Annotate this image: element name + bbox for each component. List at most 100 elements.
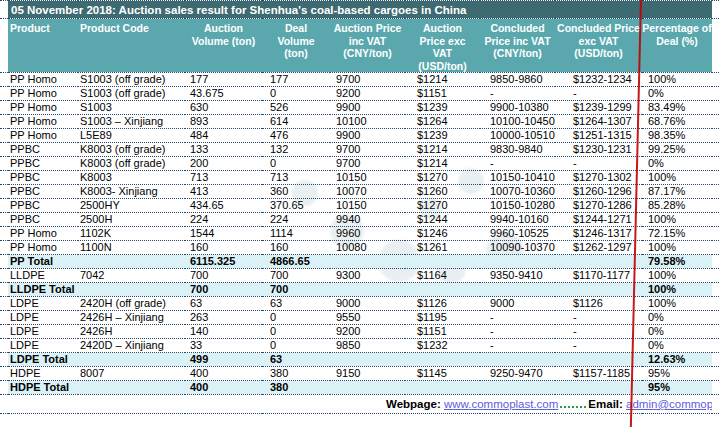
report-title: 05 November 2018: Auction sales result f… [8, 1, 712, 19]
table-cell [78, 283, 185, 297]
table-row: PPBCK8003 (off grade)20009700$1214--0% [0, 157, 719, 171]
spacer [712, 101, 719, 115]
spacer [0, 101, 8, 115]
spacer [712, 199, 719, 213]
spacer [0, 129, 8, 143]
table-body: PP HomoS1003 (off grade)1771779700$12149… [0, 73, 719, 395]
spacer [0, 311, 8, 325]
table-cell: $1151 [405, 87, 480, 101]
table-cell: 200 [185, 157, 262, 171]
table-cell: $1195 [405, 311, 480, 325]
table-row: PP HomoL5E894844769900$123910000-10510$1… [0, 129, 719, 143]
webpage-link[interactable]: www.commoplast.com [444, 398, 558, 410]
table-cell: 630 [185, 101, 262, 115]
table-cell: 484 [185, 129, 262, 143]
table-cell: LDPE [8, 297, 78, 311]
table-row: PP HomoS1003 (off grade)43.67509200$1151… [0, 87, 719, 101]
table-cell: 160 [185, 241, 262, 255]
table-cell: 614 [262, 115, 330, 129]
table-cell: $1261 [405, 241, 480, 255]
table-cell: 10000-10510 [480, 129, 555, 143]
table-cell: 63 [262, 297, 330, 311]
spacer [712, 339, 719, 353]
table-cell: PP Total [8, 255, 78, 269]
spacer [0, 185, 8, 199]
table-cell: - [555, 325, 642, 339]
table-cell: 63 [185, 297, 262, 311]
table-cell: PP Homo [8, 87, 78, 101]
table-cell: K8003- Xinjiang [78, 185, 185, 199]
table-cell: $1270 [405, 199, 480, 213]
table-cell [330, 381, 405, 395]
table-cell: LLDPE [8, 269, 78, 283]
table-cell: S1003 (off grade) [78, 87, 185, 101]
table-cell: 9700 [330, 73, 405, 87]
table-cell: 700 [262, 283, 330, 297]
table-cell [480, 353, 555, 367]
table-cell: LDPE Total [8, 353, 78, 367]
table-cell: $1260 [405, 185, 480, 199]
table-row: PPBC2500H2242249940$12449940-10160$1244-… [0, 213, 719, 227]
table-cell: 140 [185, 325, 262, 339]
spacer [0, 269, 8, 283]
spacer [0, 325, 8, 339]
table-cell: $1262-1297 [555, 241, 642, 255]
table-cell: 9900 [330, 101, 405, 115]
table-cell: 4866.65 [262, 255, 330, 269]
spacer [0, 199, 8, 213]
table-cell: PPBC [8, 171, 78, 185]
table-cell: 9850 [330, 339, 405, 353]
spacer [712, 325, 719, 339]
table-cell: - [480, 325, 555, 339]
table-cell: 1544 [185, 227, 262, 241]
table-cell: PP Homo [8, 73, 78, 87]
table-cell: $1214 [405, 157, 480, 171]
table-cell: 10100-10450 [480, 115, 555, 129]
spacer [712, 227, 719, 241]
table-cell: 10070-10360 [480, 185, 555, 199]
table-cell [78, 353, 185, 367]
table-cell: $1239 [405, 101, 480, 115]
spacer [0, 367, 8, 381]
table-cell: 263 [185, 311, 262, 325]
spacer [0, 241, 8, 255]
table-cell: 0% [642, 325, 712, 339]
table-cell [480, 283, 555, 297]
spacer [0, 353, 8, 367]
table-cell: 10100 [330, 115, 405, 129]
table-cell: HDPE Total [8, 381, 78, 395]
table-cell [330, 255, 405, 269]
table-cell: 100% [642, 73, 712, 87]
table-cell: $1270-1286 [555, 199, 642, 213]
table-cell: PPBC [8, 213, 78, 227]
table-cell: 63 [262, 353, 330, 367]
table-cell: 700 [262, 269, 330, 283]
column-header: Concluded Price inc VAT (CNY/ton) [480, 19, 555, 73]
table-cell: PP Homo [8, 115, 78, 129]
table-cell: 133 [185, 143, 262, 157]
table-cell [78, 381, 185, 395]
column-header: Auction Price inc VAT (CNY/ton) [330, 19, 405, 73]
table-cell: 9700 [330, 157, 405, 171]
table-cell: 0 [262, 87, 330, 101]
table-cell: LDPE [8, 325, 78, 339]
table-cell: S1003 – Xinjiang [78, 115, 185, 129]
table-row: PP HomoS1003 (off grade)1771779700$12149… [0, 73, 719, 87]
table-cell: 99.25% [642, 143, 712, 157]
spacer [712, 143, 719, 157]
table-cell: 380 [262, 367, 330, 381]
table-row: LDPE2420D – Xinjiang3309850$1232--0% [0, 339, 719, 353]
table-cell: 9200 [330, 87, 405, 101]
email-link[interactable]: admin@commoplast.com [626, 398, 712, 410]
table-row: PPBCK8003 (off grade)1331329700$12149830… [0, 143, 719, 157]
spacer [0, 255, 8, 269]
table-cell [480, 381, 555, 395]
spacer [0, 283, 8, 297]
spacer [712, 255, 719, 269]
table-cell: - [555, 339, 642, 353]
spacer [0, 1, 8, 19]
table-cell: $1126 [555, 297, 642, 311]
table-cell: HDPE [8, 367, 78, 381]
spacer [0, 339, 8, 353]
table-cell: 9900-10380 [480, 101, 555, 115]
